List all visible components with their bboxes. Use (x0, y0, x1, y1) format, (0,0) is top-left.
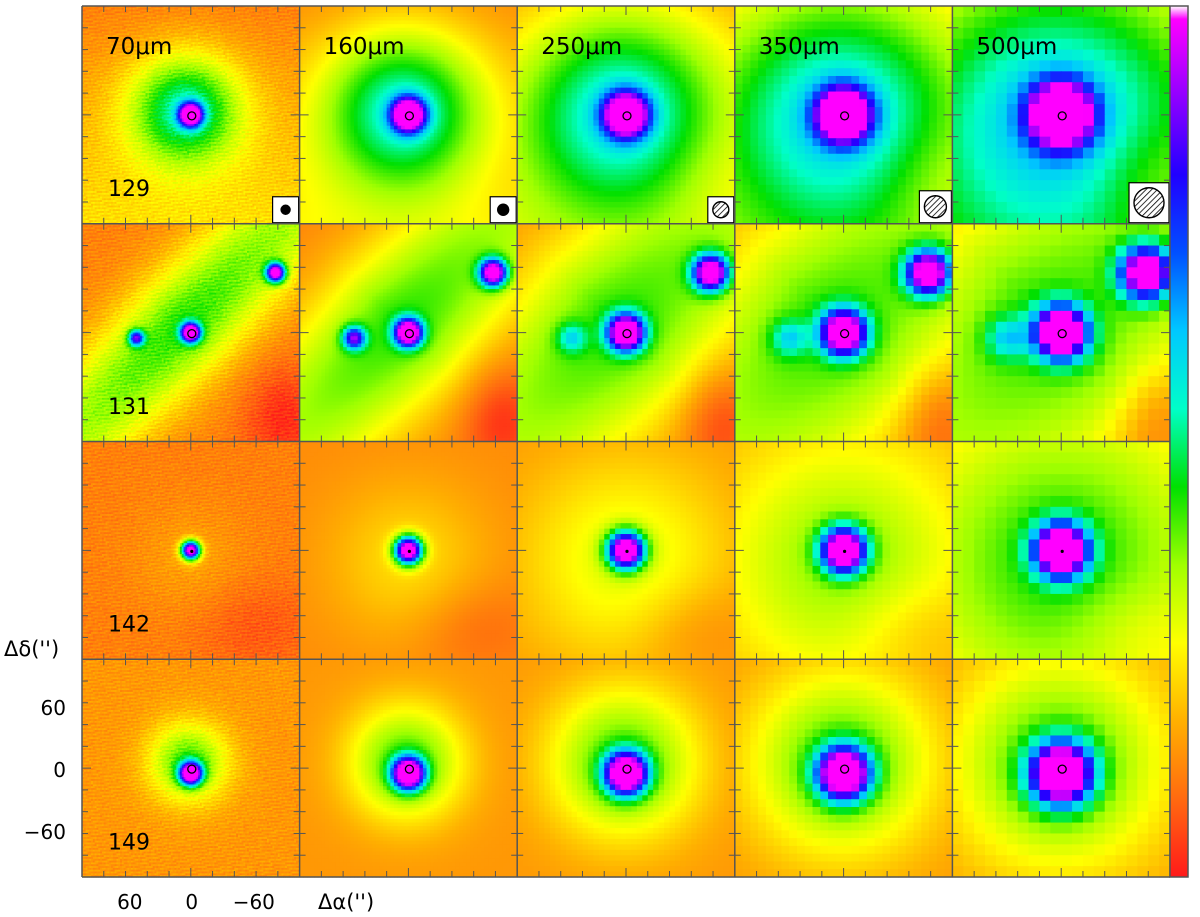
y-tick-label: −60 (24, 820, 66, 844)
source-dot-marker (1061, 550, 1064, 553)
source-dot-marker (843, 550, 846, 553)
panel-131-1 (300, 224, 518, 442)
y-tick-label: 60 (41, 696, 66, 720)
y-axis-label: Δδ('') (4, 637, 59, 661)
beam-size-icon (713, 202, 729, 218)
x-axis-label: Δα('') (318, 890, 374, 914)
beam-size-icon (498, 204, 509, 215)
source-dot-marker (190, 550, 193, 553)
panel-131-2 (517, 224, 735, 442)
wavelength-label: 70μm (106, 34, 172, 60)
x-tick-label: 60 (117, 890, 142, 914)
source-id-label: 131 (108, 395, 150, 420)
source-id-label: 149 (108, 830, 150, 855)
source-id-label: 142 (108, 613, 150, 638)
x-tick-label: 0 (185, 890, 198, 914)
source-dot-marker (408, 550, 411, 553)
panel-149-4 (952, 659, 1170, 877)
y-tick-label: 0 (53, 758, 66, 782)
beam-size-icon (924, 196, 946, 218)
beam-size-icon (1134, 188, 1164, 218)
panel-149-2 (517, 659, 735, 877)
wavelength-label: 250μm (541, 34, 622, 60)
panel-131-3 (735, 224, 953, 442)
panel-131-4 (952, 224, 1170, 442)
panel-149-1 (300, 659, 518, 877)
colorbar (1170, 6, 1188, 877)
wavelength-label: 500μm (976, 34, 1057, 60)
wavelength-label: 160μm (324, 34, 405, 60)
source-dot-marker (625, 550, 628, 553)
beam-size-icon (281, 205, 290, 214)
x-tick-label: −60 (233, 890, 275, 914)
wavelength-label: 350μm (759, 34, 840, 60)
source-id-label: 129 (108, 177, 150, 202)
colorbar-scale (1170, 6, 1188, 877)
panel-149-3 (735, 659, 953, 877)
